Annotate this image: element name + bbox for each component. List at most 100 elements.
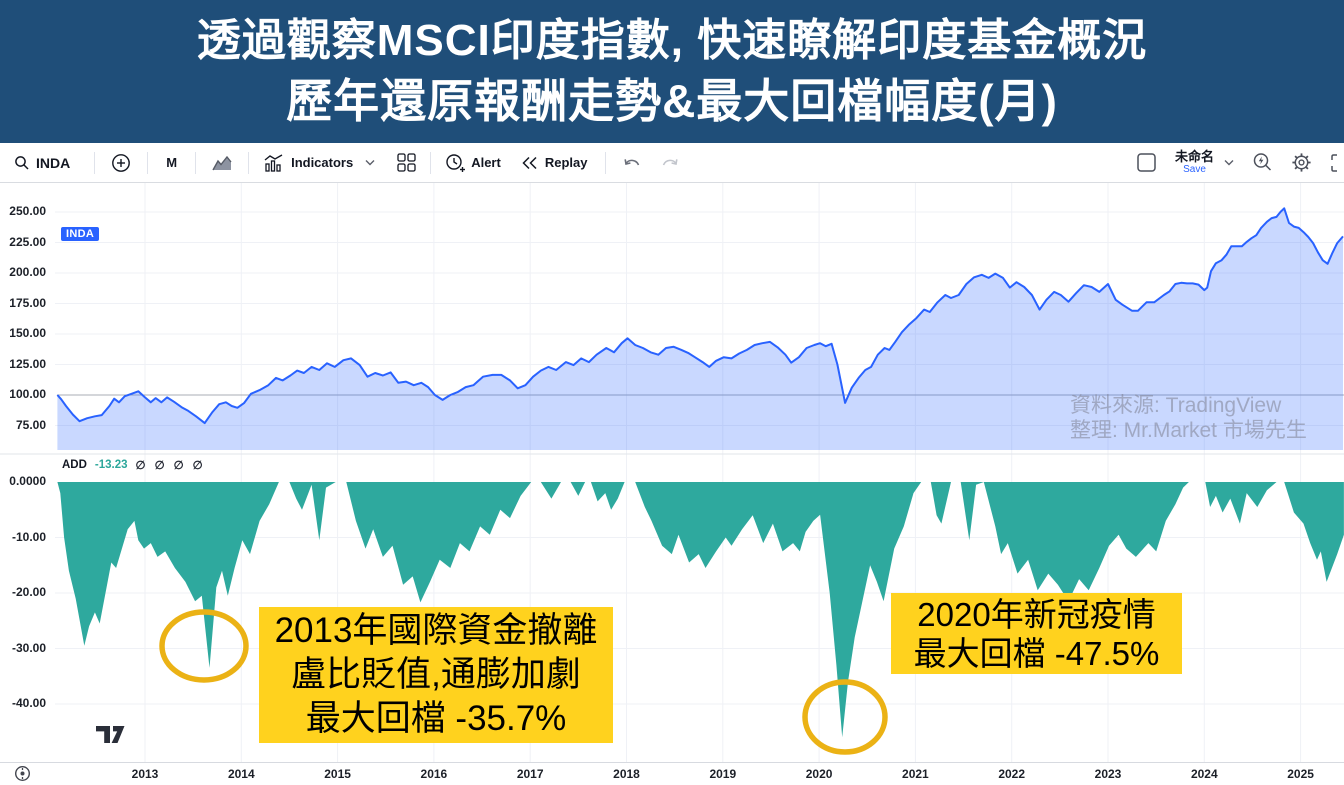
time-axis-label: 2016	[420, 767, 448, 781]
plus-circle-icon	[111, 153, 131, 173]
toolbar-right-group: 未命名 Save	[1136, 150, 1344, 176]
compare-add-button[interactable]	[95, 153, 147, 173]
time-axis-label: 2013	[131, 767, 159, 781]
layout-select-button[interactable]	[1136, 152, 1157, 173]
replay-button[interactable]: Replay	[511, 155, 598, 170]
time-axis-label: 2018	[613, 767, 640, 781]
alert-button[interactable]: Alert	[431, 153, 511, 173]
save-button[interactable]: Save	[1183, 163, 1206, 175]
drawdown-axis-label: -30.00	[11, 640, 46, 655]
toolbar-divider	[94, 151, 96, 174]
banner-line2: 歷年還原報酬走勢&最大回檔幅度(月)	[286, 74, 1058, 127]
drawdown-axis-label: -10.00	[11, 529, 46, 544]
redo-icon	[660, 156, 680, 170]
time-axis-label: 2017	[516, 767, 544, 781]
toolbar-divider	[195, 151, 197, 174]
drawdown-indicator-legend[interactable]: ADD -13.23 ∅ ∅ ∅ ∅	[62, 458, 203, 472]
price-axis-label: 150.00	[9, 326, 46, 340]
time-axis-label: 2014	[227, 767, 255, 781]
drawdown-axis-label: -40.00	[11, 696, 46, 710]
callout-2013-line3: 最大回檔 -35.7%	[305, 699, 567, 738]
price-axis-label: 75.00	[15, 417, 46, 432]
redo-button[interactable]	[650, 156, 690, 170]
time-axis-label: 2024	[1190, 767, 1218, 781]
price-area	[57, 208, 1343, 450]
source-watermark: 資料來源: TradingView 整理: Mr.Market 市場先生	[1070, 393, 1307, 443]
price-axis-label: 200.00	[9, 265, 46, 279]
grid-layout-button[interactable]	[383, 153, 430, 172]
indicators-button[interactable]: Indicators	[249, 153, 383, 172]
indicators-icon	[263, 153, 285, 172]
quick-search-button[interactable]	[1252, 152, 1273, 173]
callout-2020: 2020年新冠疫情 最大回檔 -47.5%	[891, 593, 1182, 674]
callout-2013-line2: 盧比貶值,通膨加劇	[291, 655, 581, 694]
indicator-param: ∅	[154, 460, 165, 472]
highlight-circle-2013	[159, 609, 249, 683]
circle-dot-icon	[14, 765, 31, 782]
callout-2020-line1: 2020年新冠疫情	[917, 595, 1156, 633]
replay-label: Replay	[544, 155, 588, 170]
time-axis-label: 2025	[1287, 767, 1314, 781]
undo-icon	[622, 156, 642, 170]
drawdown-axis-label: 0.0000	[9, 474, 46, 488]
chevron-down-icon	[365, 159, 375, 166]
watermark-line2: 整理: Mr.Market 市場先生	[1070, 419, 1307, 442]
time-axis-label: 2020	[805, 767, 833, 781]
layout-chevron-down-icon[interactable]	[1224, 159, 1234, 166]
replay-rewind-icon	[521, 156, 539, 170]
price-axis-label: 125.00	[9, 356, 46, 371]
grid-icon	[397, 153, 416, 172]
callout-2020-line2: 最大回檔 -47.5%	[913, 634, 1160, 672]
watermark-line1: 資料來源: TradingView	[1070, 394, 1282, 417]
title-banner: 透過觀察MSCI印度指數, 快速瞭解印度基金概況 歷年還原報酬走勢&最大回檔幅度…	[0, 0, 1344, 143]
highlight-circle-2020	[802, 679, 888, 755]
fullscreen-button[interactable]	[1330, 153, 1340, 173]
tradingview-logo[interactable]	[96, 726, 126, 749]
time-axis-label: 2023	[1094, 767, 1122, 781]
layout-square-icon	[1136, 152, 1157, 173]
undo-button[interactable]	[606, 156, 650, 170]
price-axis-label: 175.00	[9, 295, 46, 310]
chart-svg	[0, 183, 1344, 762]
interval-button[interactable]: M	[148, 155, 195, 170]
indicator-name: ADD	[62, 459, 87, 471]
toolbar-divider	[147, 151, 149, 174]
price-axis-label: 225.00	[9, 234, 46, 249]
drawdown-area	[57, 482, 1344, 738]
price-axis-label: 250.00	[9, 204, 46, 218]
toolbar-divider	[605, 151, 607, 174]
indicator-params: ∅ ∅ ∅ ∅	[136, 458, 203, 472]
fullscreen-icon	[1330, 153, 1340, 173]
settings-button[interactable]	[1291, 152, 1312, 173]
symbol-name: INDA	[36, 154, 71, 171]
indicators-label: Indicators	[291, 155, 354, 170]
indicator-param: ∅	[135, 460, 146, 472]
time-axis-label: 2015	[324, 767, 351, 781]
indicator-value: -13.23	[94, 459, 128, 471]
toolbar-divider	[430, 151, 432, 174]
indicator-param: ∅	[173, 460, 184, 472]
area-chart-icon	[212, 155, 232, 171]
price-line	[56, 207, 1344, 425]
alert-clock-icon	[445, 153, 466, 173]
toolbar-divider	[248, 151, 250, 174]
layout-name-label: 未命名	[1174, 148, 1214, 164]
chart-type-button[interactable]	[196, 155, 248, 171]
price-axis-label: 100.00	[9, 387, 46, 401]
chart-area[interactable]: INDA 資料來源: TradingView 整理: Mr.Market 市場先…	[0, 183, 1344, 762]
alert-label: Alert	[471, 155, 501, 170]
time-axis-label: 2022	[998, 767, 1026, 781]
pane-settings-button[interactable]	[14, 765, 31, 785]
time-axis-label: 2019	[709, 767, 737, 781]
interval-label: M	[166, 155, 178, 170]
layout-name-save[interactable]: 未命名 Save	[1175, 150, 1214, 176]
symbol-search[interactable]: INDA	[0, 155, 80, 171]
search-icon	[14, 155, 30, 171]
banner-line1: 透過觀察MSCI印度指數, 快速瞭解印度基金概況	[196, 15, 1148, 65]
time-axis[interactable]	[0, 762, 1344, 785]
price-symbol-badge[interactable]: INDA	[61, 227, 100, 241]
callout-2013-line1: 2013年國際資金撤離	[274, 611, 598, 650]
indicator-param: ∅	[192, 460, 203, 472]
chart-toolbar: INDA M Indicators	[0, 143, 1344, 183]
